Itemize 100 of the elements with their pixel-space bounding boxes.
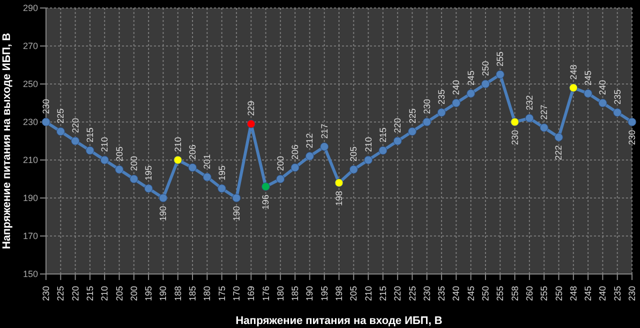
x-tick-label: 230 <box>422 286 432 302</box>
x-tick-label: 215 <box>378 286 388 302</box>
point <box>393 136 402 146</box>
x-tick-label: 235 <box>612 286 622 302</box>
x-tick-label: 180 <box>202 286 212 302</box>
point <box>56 127 65 136</box>
data-label: 210 <box>172 136 183 152</box>
data-label: 196 <box>260 194 271 210</box>
data-label: 190 <box>231 206 242 222</box>
data-label: 198 <box>334 190 344 206</box>
x-tick-label: 210 <box>100 286 110 302</box>
point <box>540 123 548 132</box>
data-label: 210 <box>363 136 374 152</box>
y-axis-title: Напряжение питания на выходе ИБП, В <box>0 32 13 250</box>
point <box>202 172 212 182</box>
point <box>305 152 314 160</box>
point <box>174 156 182 164</box>
data-label: 200 <box>128 156 139 171</box>
x-axis-title: Напряжение питания на входе ИБП, В <box>236 315 442 327</box>
data-label: 220 <box>392 118 403 133</box>
point <box>232 194 241 202</box>
x-tick-label: 220 <box>70 286 80 302</box>
point <box>158 194 168 202</box>
data-label: 235 <box>612 89 622 104</box>
point <box>496 70 504 79</box>
x-tick-label: 250 <box>554 286 564 302</box>
data-label: 230 <box>41 98 51 114</box>
x-tick-label: 225 <box>407 286 418 302</box>
point <box>71 136 80 146</box>
point <box>569 84 578 92</box>
x-tick-label: 240 <box>451 286 462 302</box>
x-tick-label: 195 <box>144 286 154 302</box>
x-tick-label: 230 <box>41 286 51 302</box>
point <box>290 163 300 172</box>
point <box>276 174 285 184</box>
x-tick-label: 198 <box>334 286 344 302</box>
point <box>437 108 446 117</box>
data-label: 230 <box>510 130 520 146</box>
point <box>246 120 256 128</box>
data-label: 212 <box>304 133 315 148</box>
point <box>218 184 226 193</box>
data-label: 225 <box>56 108 66 124</box>
y-tick-label: 270 <box>22 41 38 52</box>
point <box>262 182 270 191</box>
point <box>86 146 94 155</box>
point <box>130 174 138 184</box>
x-tick-label: 175 <box>216 286 227 302</box>
point <box>525 114 534 122</box>
data-label: 200 <box>275 156 286 171</box>
point <box>42 118 50 126</box>
data-label: 215 <box>84 127 95 142</box>
data-label: 230 <box>422 98 432 114</box>
x-tick-label: 240 <box>598 286 608 302</box>
x-tick-label: 185 <box>290 286 300 302</box>
x-tick-label: 190 <box>304 286 315 302</box>
data-label: 215 <box>378 127 388 142</box>
x-tick-label: 180 <box>275 286 286 302</box>
data-label: 201 <box>202 154 212 170</box>
y-tick-label: 170 <box>22 231 38 242</box>
data-label: 217 <box>319 124 330 139</box>
x-tick-label: 225 <box>56 286 66 302</box>
x-tick-label: 169 <box>246 286 256 302</box>
x-tick-label: 170 <box>231 286 242 302</box>
x-tick-label: 205 <box>348 286 359 302</box>
x-tick-label: 248 <box>568 286 578 302</box>
point <box>188 163 197 172</box>
y-tick-label: 150 <box>22 269 38 280</box>
point <box>584 89 592 98</box>
x-tick-label: 255 <box>539 286 550 302</box>
x-tick-label: 220 <box>392 286 403 302</box>
y-tick-label: 190 <box>22 193 38 204</box>
data-label: 222 <box>554 145 564 160</box>
point <box>378 146 388 155</box>
x-tick-label: 255 <box>495 286 506 302</box>
data-label: 248 <box>568 64 578 80</box>
point <box>100 156 109 164</box>
point <box>466 89 476 98</box>
data-label: 245 <box>466 70 476 86</box>
point <box>613 108 622 117</box>
point <box>554 132 563 142</box>
point <box>422 118 432 126</box>
x-tick-label: 176 <box>260 286 271 302</box>
point <box>598 98 607 108</box>
point <box>144 184 153 193</box>
data-label: 210 <box>100 136 110 152</box>
point <box>510 118 520 126</box>
point <box>481 80 490 88</box>
point <box>408 127 416 136</box>
data-label: 225 <box>407 108 418 124</box>
x-tick-label: 210 <box>363 286 374 302</box>
x-tick-label: 235 <box>436 286 447 302</box>
point <box>452 98 460 108</box>
x-tick-label: 245 <box>466 286 476 302</box>
x-tick-label: 260 <box>524 286 534 302</box>
data-label: 227 <box>539 104 550 120</box>
point <box>334 178 344 188</box>
x-tick-label: 195 <box>319 286 330 302</box>
x-tick-label: 188 <box>172 286 183 302</box>
data-label: 205 <box>348 146 359 162</box>
x-tick-label: 215 <box>84 286 95 302</box>
